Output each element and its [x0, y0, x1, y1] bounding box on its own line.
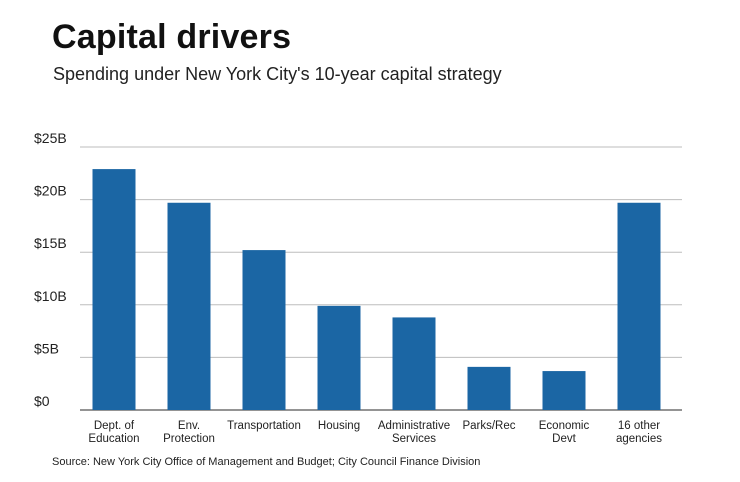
bar	[242, 250, 286, 410]
x-category-label: Administrative Services	[378, 420, 450, 445]
chart-subtitle: Spending under New York City's 10-year c…	[53, 64, 502, 84]
x-axis-category-labels: Dept. of Education Env. Protection Transport…	[88, 420, 662, 445]
y-tick-label: $0	[34, 393, 50, 409]
x-category-label: Economic Devt	[539, 420, 590, 445]
bar	[542, 371, 586, 410]
y-tick-label: $10B	[34, 288, 67, 304]
x-category-label: Parks/Rec	[462, 420, 515, 432]
x-category-label: 16 other agencies	[616, 420, 662, 445]
y-tick-label: $25B	[34, 130, 67, 146]
x-category-label: Dept. of Education	[88, 420, 139, 445]
bars	[92, 169, 661, 410]
bar	[392, 317, 436, 410]
bar	[167, 202, 211, 410]
bar	[617, 202, 661, 410]
y-tick-label: $20B	[34, 183, 67, 199]
bar	[467, 366, 511, 410]
chart-title: Capital drivers	[52, 18, 292, 56]
x-category-label: Env. Protection	[163, 420, 215, 445]
y-tick-label: $15B	[34, 235, 67, 251]
x-category-label: Housing	[318, 420, 360, 432]
source-note: Source: New York City Office of Manageme…	[52, 456, 481, 468]
bar	[92, 169, 136, 410]
x-category-label: Transportation	[227, 420, 301, 432]
bar	[317, 305, 361, 410]
y-tick-label: $5B	[34, 340, 59, 356]
y-axis-tick-labels: $0 $5B $10B $15B $20B $25B	[34, 130, 67, 409]
